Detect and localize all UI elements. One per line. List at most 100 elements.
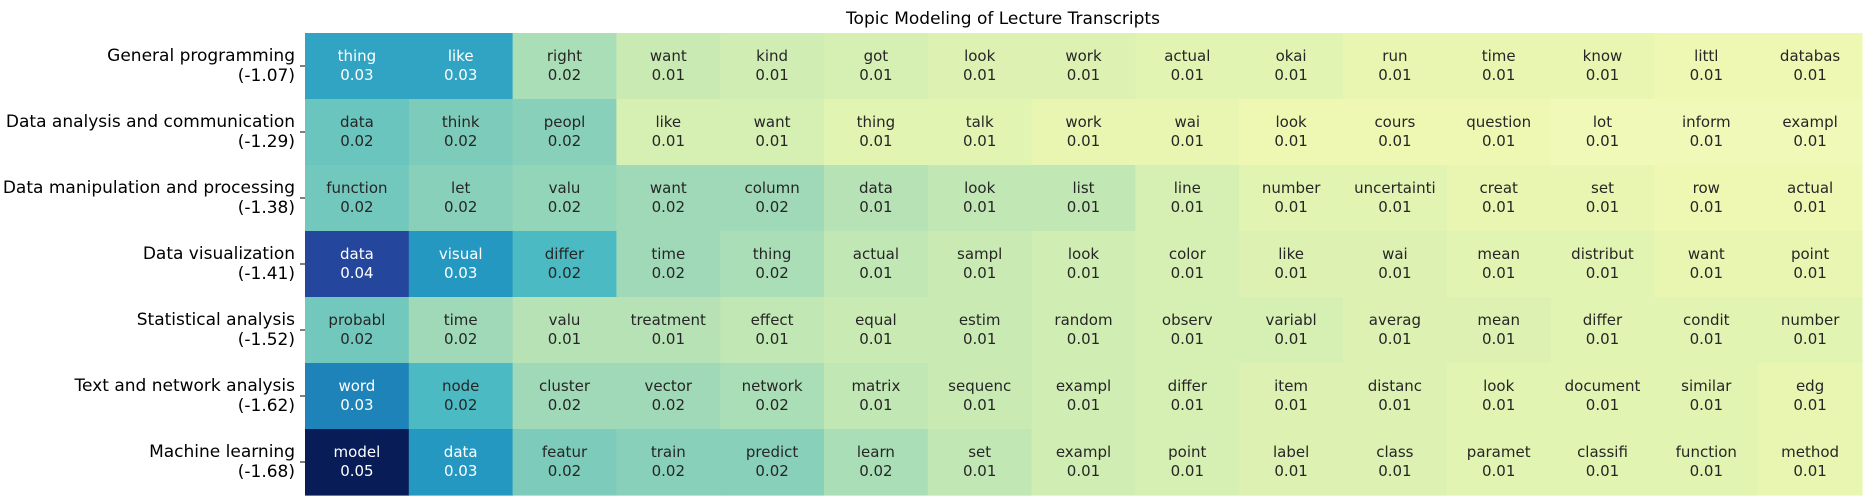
cell-value-label: 0.01 xyxy=(1067,66,1100,84)
cell-word-label: treatment xyxy=(631,311,706,329)
cell-word-label: cluster xyxy=(539,377,591,395)
cell-word-label: thing xyxy=(857,113,896,131)
cell-word-label: peopl xyxy=(544,113,586,131)
cell-word-label: valu xyxy=(549,179,581,197)
cell-value-label: 0.02 xyxy=(652,396,685,414)
cell-value-label: 0.02 xyxy=(340,330,373,348)
cell-value-label: 0.02 xyxy=(548,462,581,480)
cell-value-label: 0.01 xyxy=(1793,462,1826,480)
cell-word-label: let xyxy=(451,179,470,197)
cell-value-label: 0.01 xyxy=(1274,132,1307,150)
cell-word-label: condit xyxy=(1683,311,1730,329)
heatmap-cell xyxy=(1654,429,1759,496)
cell-word-label: point xyxy=(1168,443,1206,461)
cell-value-label: 0.01 xyxy=(1793,198,1826,216)
cell-value-label: 0.01 xyxy=(1274,396,1307,414)
cell-value-label: 0.01 xyxy=(1793,330,1826,348)
cell-word-label: wai xyxy=(1174,113,1200,131)
heatmap-cell xyxy=(1654,297,1759,364)
heatmap-cell xyxy=(1135,429,1240,496)
cell-word-label: sampl xyxy=(957,245,1002,263)
cell-word-label: visual xyxy=(439,245,483,263)
heatmap-cell xyxy=(1446,99,1552,166)
heatmap-cell xyxy=(1031,99,1136,166)
heatmap-cell xyxy=(1239,33,1344,100)
heatmap-cell xyxy=(512,99,617,166)
heatmap-cell xyxy=(305,33,410,100)
cell-word-label: equal xyxy=(855,311,897,329)
heatmap-cell xyxy=(1031,363,1136,430)
heatmap-cell xyxy=(1758,33,1863,100)
cell-value-label: 0.01 xyxy=(859,264,892,282)
cell-value-label: 0.01 xyxy=(1482,330,1515,348)
cell-word-label: matrix xyxy=(851,377,900,395)
row-label-topic: Machine learning xyxy=(149,442,295,462)
cell-value-label: 0.01 xyxy=(1586,462,1619,480)
cell-word-label: model xyxy=(334,443,381,461)
cell-word-label: work xyxy=(1065,113,1102,131)
cell-value-label: 0.01 xyxy=(1274,264,1307,282)
cell-word-label: okai xyxy=(1276,47,1307,65)
cell-value-label: 0.01 xyxy=(755,330,788,348)
cell-value-label: 0.02 xyxy=(859,462,892,480)
cell-word-label: know xyxy=(1583,47,1623,65)
cell-value-label: 0.01 xyxy=(1067,462,1100,480)
heatmap-cell xyxy=(512,363,617,430)
cell-value-label: 0.01 xyxy=(1171,462,1204,480)
row-label-topic: Data analysis and communication xyxy=(6,112,295,132)
cell-value-label: 0.01 xyxy=(755,132,788,150)
cell-value-label: 0.01 xyxy=(1378,132,1411,150)
cell-word-label: averag xyxy=(1369,311,1421,329)
heatmap-cell xyxy=(720,297,825,364)
cell-word-label: cours xyxy=(1374,113,1415,131)
cell-word-label: train xyxy=(651,443,686,461)
cell-word-label: look xyxy=(1275,113,1307,131)
cell-value-label: 0.01 xyxy=(1378,198,1411,216)
heatmap-cell xyxy=(1550,363,1655,430)
cell-word-label: look xyxy=(1068,245,1100,263)
heatmap-cell xyxy=(1446,33,1552,100)
cell-word-label: data xyxy=(859,179,893,197)
cell-word-label: look xyxy=(964,47,996,65)
heatmap-cell xyxy=(1031,33,1136,100)
heatmap-cell xyxy=(1239,429,1344,496)
heatmap-cell xyxy=(824,165,929,232)
cell-value-label: 0.02 xyxy=(548,198,581,216)
cell-value-label: 0.01 xyxy=(1067,264,1100,282)
heatmap-cell xyxy=(1239,99,1344,166)
cell-value-label: 0.02 xyxy=(548,132,581,150)
cell-word-label: label xyxy=(1273,443,1309,461)
heatmap-cell xyxy=(1446,363,1552,430)
cell-word-label: run xyxy=(1382,47,1407,65)
cell-word-label: network xyxy=(742,377,803,395)
cell-word-label: time xyxy=(651,245,685,263)
cell-word-label: lot xyxy=(1593,113,1612,131)
cell-value-label: 0.01 xyxy=(963,132,996,150)
row-label-score: (-1.38) xyxy=(238,198,295,218)
heatmap-cell xyxy=(512,165,617,232)
cell-word-label: function xyxy=(326,179,387,197)
heatmap-cell xyxy=(408,297,514,364)
cell-value-label: 0.03 xyxy=(444,462,477,480)
cell-word-label: effect xyxy=(751,311,794,329)
heatmap-cell xyxy=(1239,297,1344,364)
cell-value-label: 0.02 xyxy=(444,396,477,414)
cell-word-label: list xyxy=(1072,179,1094,197)
cell-word-label: differ xyxy=(545,245,585,263)
cell-word-label: mean xyxy=(1477,245,1520,263)
row-label-score: (-1.52) xyxy=(238,330,295,350)
cell-value-label: 0.01 xyxy=(859,132,892,150)
cell-value-label: 0.01 xyxy=(1690,264,1723,282)
cell-value-label: 0.01 xyxy=(1793,396,1826,414)
heatmap-cell xyxy=(720,165,825,232)
cell-value-label: 0.02 xyxy=(652,264,685,282)
cell-word-label: actual xyxy=(853,245,899,263)
heatmap-cell xyxy=(1446,231,1552,298)
heatmap-cell xyxy=(1031,429,1136,496)
row-label-score: (-1.29) xyxy=(238,132,295,152)
heatmap-cell xyxy=(1343,165,1448,232)
heatmap-cell xyxy=(1135,297,1240,364)
cell-word-label: creat xyxy=(1480,179,1519,197)
cell-word-label: data xyxy=(340,245,374,263)
cell-word-label: vector xyxy=(645,377,693,395)
